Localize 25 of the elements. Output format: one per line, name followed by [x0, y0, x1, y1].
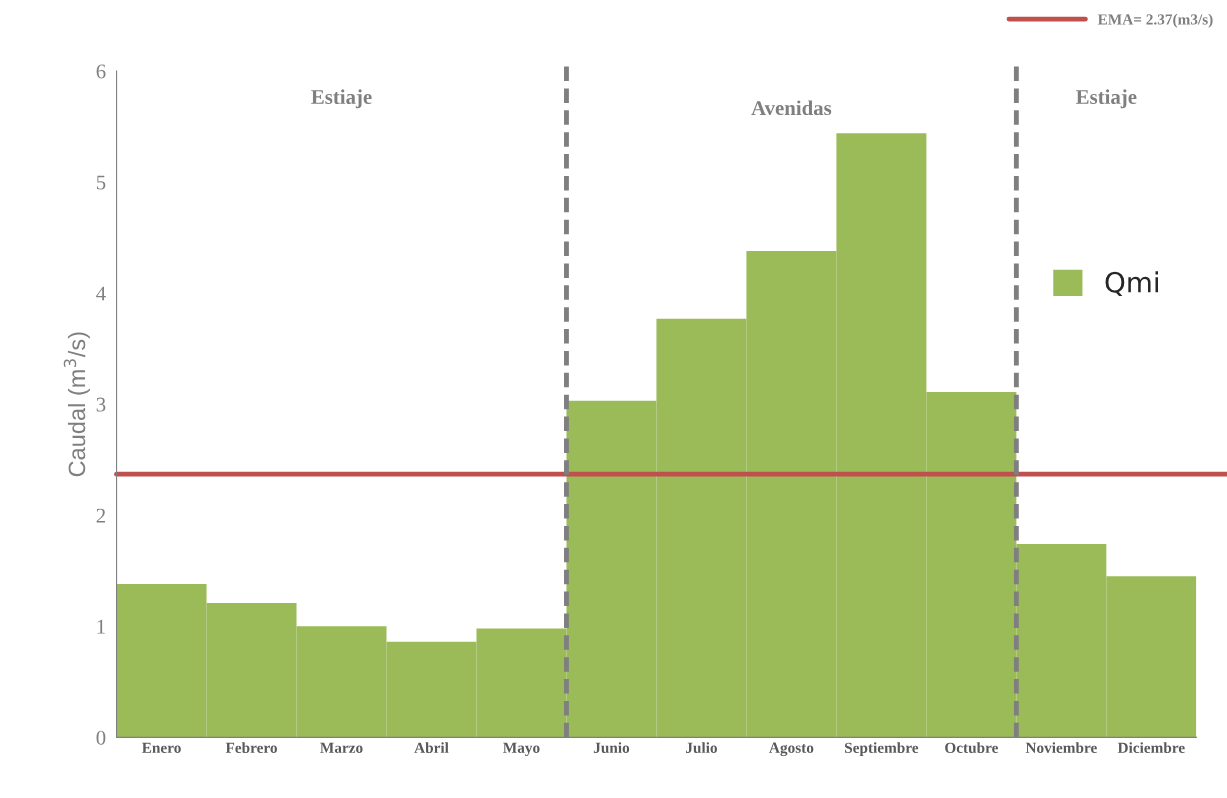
y-tick-label: 3	[96, 397, 106, 412]
legend-label: EMA= 2.37(m3/s)	[1097, 13, 1213, 28]
x-tick-label: Diciembre	[1117, 742, 1185, 753]
annotation: Estiaje	[1076, 89, 1137, 109]
annotation: Estiaje	[311, 89, 372, 109]
y-tick-label: 1	[97, 619, 105, 634]
y-axis-title: Caudal (m$^{3}$/s)	[63, 332, 90, 477]
y-tick-label: 2	[96, 508, 105, 523]
x-tick-label: Julio	[685, 742, 717, 753]
x-tick-label: Octubre	[945, 742, 998, 753]
y-tick-label: 5	[96, 175, 106, 190]
x-tick-label: Enero	[142, 742, 181, 753]
x-tick-label: Abril	[414, 742, 449, 753]
x-tick-label: Febrero	[225, 742, 277, 753]
y-tick-label: 0	[96, 730, 106, 745]
y-tick-label: 4	[96, 286, 106, 301]
x-tick-label: Septiembre	[845, 742, 919, 757]
legend-label: Qmi	[1105, 271, 1158, 296]
x-tick-label: Mayo	[503, 742, 540, 757]
x-tick-label: Agosto	[769, 742, 814, 757]
y-tick-label: 6	[96, 64, 106, 79]
x-tick-label: Noviembre	[1025, 742, 1097, 753]
x-tick-label: Marzo	[320, 742, 363, 753]
annotation: Avenidas	[751, 100, 832, 116]
x-tick-label: Junio	[593, 742, 630, 753]
